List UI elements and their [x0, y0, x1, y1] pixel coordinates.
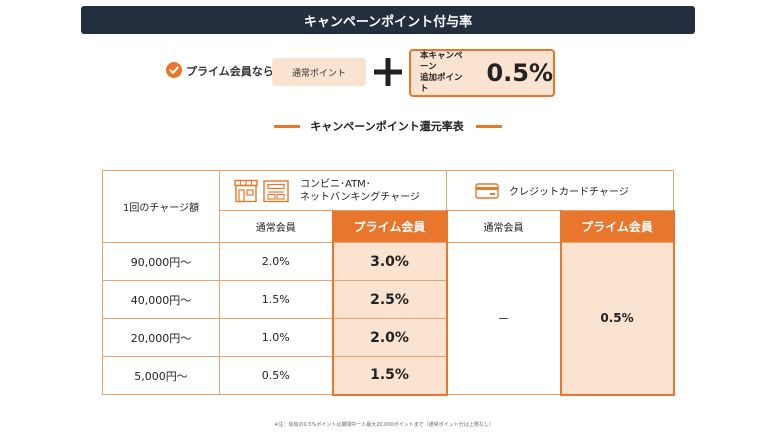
- prime-condition-label: プライム会員なら: [186, 65, 274, 78]
- credit-normal-rate: －: [446, 242, 561, 395]
- table-row: 40,000円～ 1.5% 2.5%: [102, 280, 674, 319]
- conv-prime-rate: 2.5%: [331, 280, 448, 319]
- credit-card-label: クレジットカードチャージ: [509, 187, 629, 198]
- convenience-label: コンビニ･ATM･ ネットバンキングチャージ: [300, 178, 420, 204]
- charge-amount-header: 1回のチャージ額: [102, 170, 220, 243]
- conv-normal-member-header: 通常会員: [219, 210, 333, 243]
- rate-table: 1回のチャージ額 コンビニ･ATM･: [102, 170, 675, 396]
- charge-amount: 20,000円～: [102, 318, 220, 357]
- table-row: 5,000円～ 0.5% 1.5%: [102, 356, 674, 396]
- table-row: 90,000円～ 2.0% 3.0% － 0.5%: [102, 242, 675, 396]
- table-row: 20,000円～ 1.0% 2.0%: [102, 318, 674, 357]
- conv-normal-rate: 1.0%: [219, 318, 333, 357]
- page-title: キャンペーンポイント付与率: [81, 6, 695, 34]
- campaign-points-label: 本キャンペーン 追加ポイント: [420, 51, 470, 95]
- campaign-points-value: 0.5%: [486, 59, 553, 87]
- credit-normal-member-header: 通常会員: [446, 210, 561, 243]
- conv-prime-rate: 1.5%: [331, 356, 448, 396]
- campaign-points-box: 本キャンペーン 追加ポイント 0.5%: [409, 49, 555, 97]
- credit-card-header: クレジットカードチャージ: [446, 170, 674, 211]
- conv-prime-member-header: プライム会員: [331, 210, 448, 243]
- conv-prime-rate: 3.0%: [331, 242, 448, 281]
- credit-card-icon: [475, 182, 499, 199]
- store-icon: [234, 179, 289, 202]
- campaign-label-line1: 本キャンペーン: [420, 51, 463, 72]
- normal-points-box: 通常ポイント: [272, 58, 366, 86]
- conv-normal-rate: 2.0%: [219, 242, 333, 281]
- conv-prime-rate: 2.0%: [331, 318, 448, 357]
- convenience-header: コンビニ･ATM･ ネットバンキングチャージ: [219, 170, 447, 211]
- check-circle-icon: [166, 62, 182, 78]
- conv-normal-rate: 1.5%: [219, 280, 333, 319]
- charge-amount: 40,000円～: [102, 280, 220, 319]
- subtitle-left-line: [274, 125, 300, 128]
- convenience-label-line2: ネットバンキングチャージ: [300, 191, 420, 203]
- table-title: キャンペーンポイント還元率表: [310, 120, 464, 133]
- subtitle-right-line: [476, 125, 502, 128]
- credit-prime-member-header: プライム会員: [559, 210, 675, 243]
- footnote: ※注：追加の0.5%ポイントは期間中一人最大20,000ポイントまで（通常ポイン…: [274, 422, 494, 428]
- conv-normal-rate: 0.5%: [219, 356, 333, 395]
- charge-amount: 5,000円～: [102, 356, 220, 395]
- campaign-label-line2: 追加ポイント: [420, 73, 463, 94]
- credit-prime-rate: 0.5%: [559, 242, 675, 396]
- charge-amount: 90,000円～: [102, 242, 220, 281]
- convenience-label-line1: コンビニ･ATM･: [300, 178, 371, 190]
- plus-icon: [374, 58, 402, 86]
